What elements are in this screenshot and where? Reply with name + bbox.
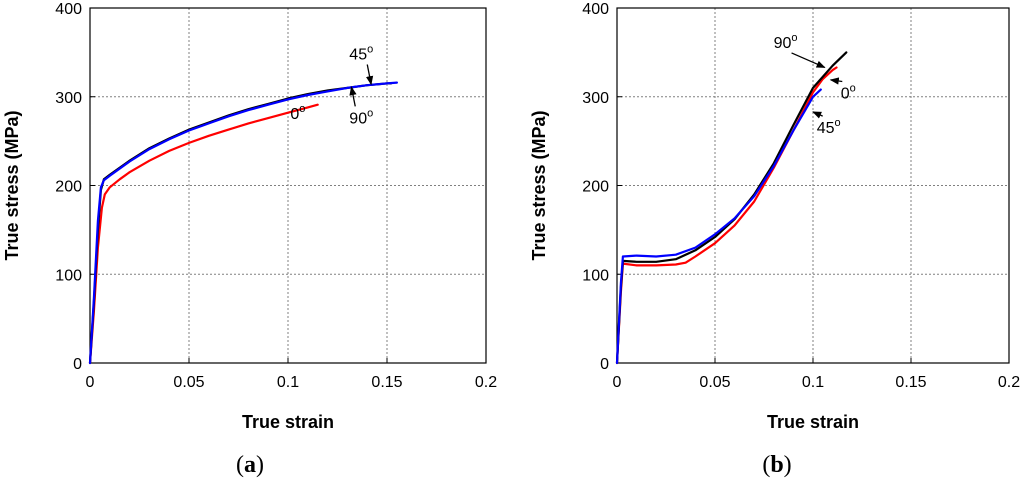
x-tick-label-b-2: 0.1 bbox=[802, 374, 824, 391]
y-tick-label-a-2: 200 bbox=[55, 179, 82, 196]
annotation-a-0: 0o bbox=[290, 103, 305, 123]
x-tick-label-a-0: 0 bbox=[86, 374, 95, 391]
y-tick-label-b-4: 400 bbox=[582, 1, 609, 18]
x-tick-label-a-1: 0.05 bbox=[173, 374, 204, 391]
y-tick-label-a-3: 300 bbox=[55, 90, 82, 107]
y-tick-label-a-0: 0 bbox=[73, 356, 82, 373]
chart-b: 0 0.05 0.1 0.15 0.2 0 100 200 300 400 True strain T… bbox=[529, 1, 1020, 432]
y-axis-label-b: True stress (MPa) bbox=[529, 110, 549, 260]
chart-a: 0 0.05 0.1 0.15 0.2 0 100 200 300 400 True strain T… bbox=[2, 1, 497, 432]
annotation-arrow-b-0 bbox=[829, 77, 843, 85]
annotation-b-90: 90o bbox=[774, 32, 798, 52]
series-line-b-90 bbox=[615, 51, 848, 365]
annotation-b-0: 0o bbox=[841, 83, 856, 103]
x-tick-label-a-4: 0.2 bbox=[475, 374, 497, 391]
series-line-a-45 bbox=[88, 81, 398, 365]
panel-label-b: (b) bbox=[762, 452, 791, 478]
x-tick-label-b-1: 0.05 bbox=[699, 374, 730, 391]
x-tick-label-b-4: 0.2 bbox=[998, 374, 1020, 391]
series-line-b-45 bbox=[615, 88, 822, 365]
y-tick-label-b-3: 300 bbox=[582, 90, 609, 107]
panel-label-a: (a) bbox=[236, 452, 264, 478]
annotation-arrow-b-45 bbox=[812, 111, 823, 119]
series-line-b-0 bbox=[615, 66, 838, 365]
annotation-arrow-a-45 bbox=[366, 64, 374, 86]
annotation-a-90: 90o bbox=[349, 107, 373, 127]
y-tick-label-b-1: 100 bbox=[582, 267, 609, 284]
annotation-a-45: 45o bbox=[349, 43, 373, 63]
y-tick-label-a-1: 100 bbox=[55, 267, 82, 284]
x-axis-label-b: True strain bbox=[767, 412, 859, 432]
x-tick-label-a-2: 0.1 bbox=[277, 374, 299, 391]
y-tick-label-a-4: 400 bbox=[55, 1, 82, 18]
y-tick-label-b-2: 200 bbox=[582, 179, 609, 196]
y-tick-label-b-0: 0 bbox=[600, 356, 609, 373]
annotation-b-45: 45o bbox=[817, 117, 841, 137]
x-tick-label-b-0: 0 bbox=[613, 374, 622, 391]
x-tick-label-b-3: 0.15 bbox=[895, 374, 926, 391]
annotation-arrow-b-90 bbox=[791, 52, 826, 69]
x-tick-label-a-3: 0.15 bbox=[371, 374, 402, 391]
annotation-arrow-a-90 bbox=[349, 86, 357, 107]
x-axis-label-a: True strain bbox=[242, 412, 334, 432]
series-line-a-0 bbox=[88, 103, 319, 365]
y-axis-label-a: True stress (MPa) bbox=[2, 110, 22, 260]
